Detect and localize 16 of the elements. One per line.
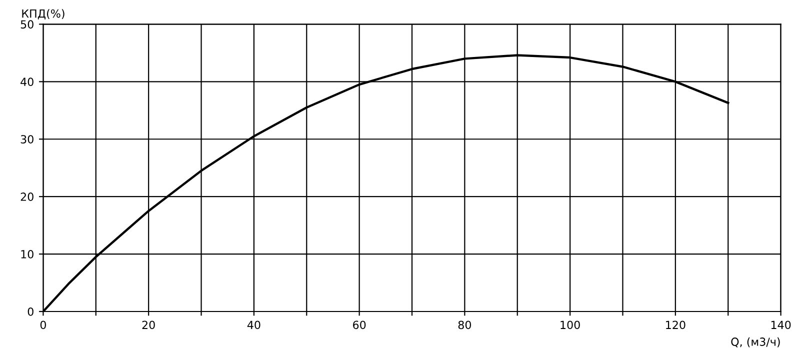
x-tick-label: 100 — [560, 320, 580, 330]
y-tick-label: 20 — [20, 192, 34, 201]
x-axis-title: Q, (м3/ч) — [731, 337, 780, 348]
x-tick-label: 80 — [458, 320, 472, 330]
y-tick-label: 30 — [20, 135, 34, 144]
y-tick-label: 10 — [21, 250, 34, 258]
y-axis-title: КПД(%) — [22, 9, 64, 20]
x-tick-label: 140 — [771, 320, 791, 330]
x-tick-label: 40 — [247, 320, 260, 330]
x-tick-label: 20 — [142, 320, 155, 330]
x-tick-label: 60 — [353, 320, 366, 330]
x-tick-label: 0 — [40, 320, 46, 330]
x-tick-label: 120 — [666, 320, 686, 330]
y-tick-label: 0 — [28, 307, 34, 316]
y-tick-label: 50 — [20, 20, 34, 29]
y-tick-label: 40 — [20, 78, 34, 86]
